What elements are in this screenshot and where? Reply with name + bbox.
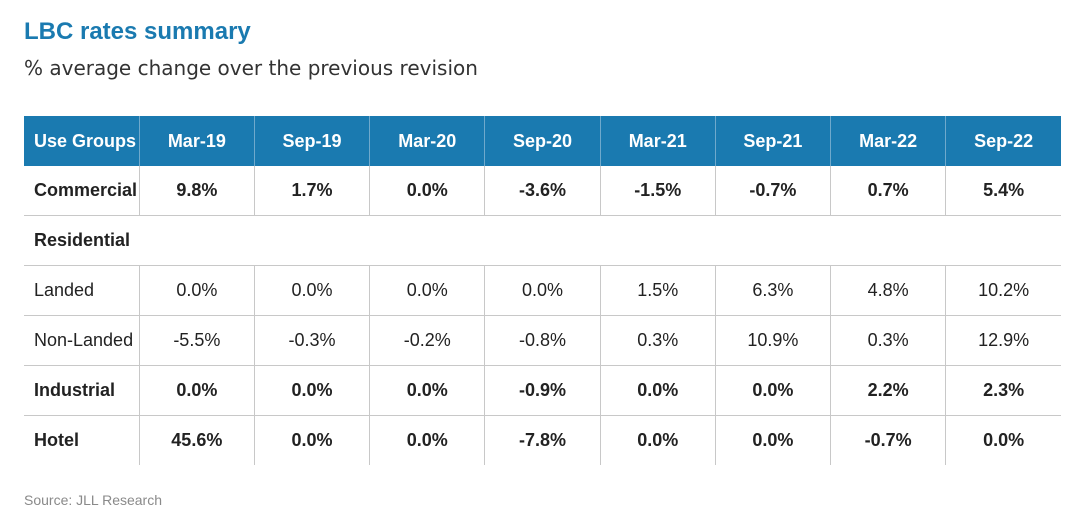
table-cell: -1.5% (600, 166, 716, 216)
table-cell: 0.0% (139, 265, 255, 316)
column-header-sep-22: Sep-22 (945, 116, 1061, 166)
table-cell: 0.0% (600, 415, 716, 465)
table-cell: 0.7% (830, 166, 947, 216)
table-cell: 0.0% (254, 415, 371, 465)
row-label: Non-Landed (24, 315, 140, 366)
table-cell: -0.8% (484, 315, 601, 366)
table-row: Residential (24, 215, 1061, 266)
table-cell: -0.7% (715, 166, 832, 216)
table-cell: 0.3% (600, 315, 716, 366)
row-label: Hotel (24, 415, 140, 465)
table-cell: 0.0% (369, 365, 486, 416)
table-cell: 0.0% (254, 265, 371, 316)
table-cell: 6.3% (715, 265, 832, 316)
table-cell: 0.0% (254, 365, 371, 416)
table-cell: -7.8% (484, 415, 601, 465)
table-body: Commercial 9.8% 1.7% 0.0% -3.6% -1.5% -0.7% 0.7… (24, 166, 1061, 465)
column-header-mar-21: Mar-21 (600, 116, 716, 166)
row-label: Residential (24, 215, 1061, 266)
table-row: Commercial 9.8% 1.7% 0.0% -3.6% -1.5% -0.7% 0.7… (24, 166, 1061, 216)
table-cell: 0.0% (369, 415, 486, 465)
table-cell: -0.3% (254, 315, 371, 366)
column-header-mar-19: Mar-19 (139, 116, 255, 166)
table-cell: 0.3% (830, 315, 947, 366)
table-cell: 4.8% (830, 265, 947, 316)
column-header-sep-19: Sep-19 (254, 116, 371, 166)
table-cell: 0.0% (369, 166, 486, 216)
column-header-sep-20: Sep-20 (484, 116, 601, 166)
column-header-use-groups: Use Groups (24, 116, 140, 166)
row-label: Industrial (24, 365, 140, 416)
table-cell: 9.8% (139, 166, 255, 216)
table-row: Hotel 45.6% 0.0% 0.0% -7.8% 0.0% 0.0% -0.7% 0.0% (24, 415, 1061, 465)
table-cell: 0.0% (369, 265, 486, 316)
table-cell: -0.2% (369, 315, 486, 366)
table-row: Non-Landed -5.5% -0.3% -0.2% -0.8% 0.3% 10.9% 0… (24, 315, 1061, 366)
row-label: Commercial (24, 166, 140, 216)
chart-title: LBC rates summary (24, 18, 251, 45)
table-cell: 1.7% (254, 166, 371, 216)
table-cell: 0.0% (484, 265, 601, 316)
table-cell: 0.0% (715, 365, 832, 416)
column-header-mar-20: Mar-20 (369, 116, 486, 166)
table-cell: -3.6% (484, 166, 601, 216)
table-cell: -0.7% (830, 415, 947, 465)
source-note: Source: JLL Research (24, 492, 162, 508)
table-cell: 0.0% (139, 365, 255, 416)
table-header-row: Use Groups Mar-19 Sep-19 Mar-20 Sep-20 Mar-21… (24, 116, 1061, 166)
table-cell: 12.9% (945, 315, 1061, 366)
rates-table: Use Groups Mar-19 Sep-19 Mar-20 Sep-20 Mar-21… (24, 116, 1061, 465)
table-cell: -0.9% (484, 365, 601, 416)
table-cell: 5.4% (945, 166, 1061, 216)
table-cell: 0.0% (715, 415, 832, 465)
chart-subtitle: % average change over the previous revis… (24, 56, 478, 80)
row-label: Landed (24, 265, 140, 316)
table-row: Industrial 0.0% 0.0% 0.0% -0.9% 0.0% 0.0% 2.2% 2… (24, 365, 1061, 416)
table-cell: 45.6% (139, 415, 255, 465)
table-cell: 10.2% (945, 265, 1061, 316)
table-cell: 2.2% (830, 365, 947, 416)
table-cell: 2.3% (945, 365, 1061, 416)
table-cell: 10.9% (715, 315, 832, 366)
column-header-sep-21: Sep-21 (715, 116, 832, 166)
table-row: Landed 0.0% 0.0% 0.0% 0.0% 1.5% 6.3% 4.8% 10.2% (24, 265, 1061, 316)
table-cell: 0.0% (600, 365, 716, 416)
column-header-mar-22: Mar-22 (830, 116, 947, 166)
table-cell: -5.5% (139, 315, 255, 366)
table-cell: 0.0% (983, 430, 1025, 450)
table-cell: 1.5% (600, 265, 716, 316)
